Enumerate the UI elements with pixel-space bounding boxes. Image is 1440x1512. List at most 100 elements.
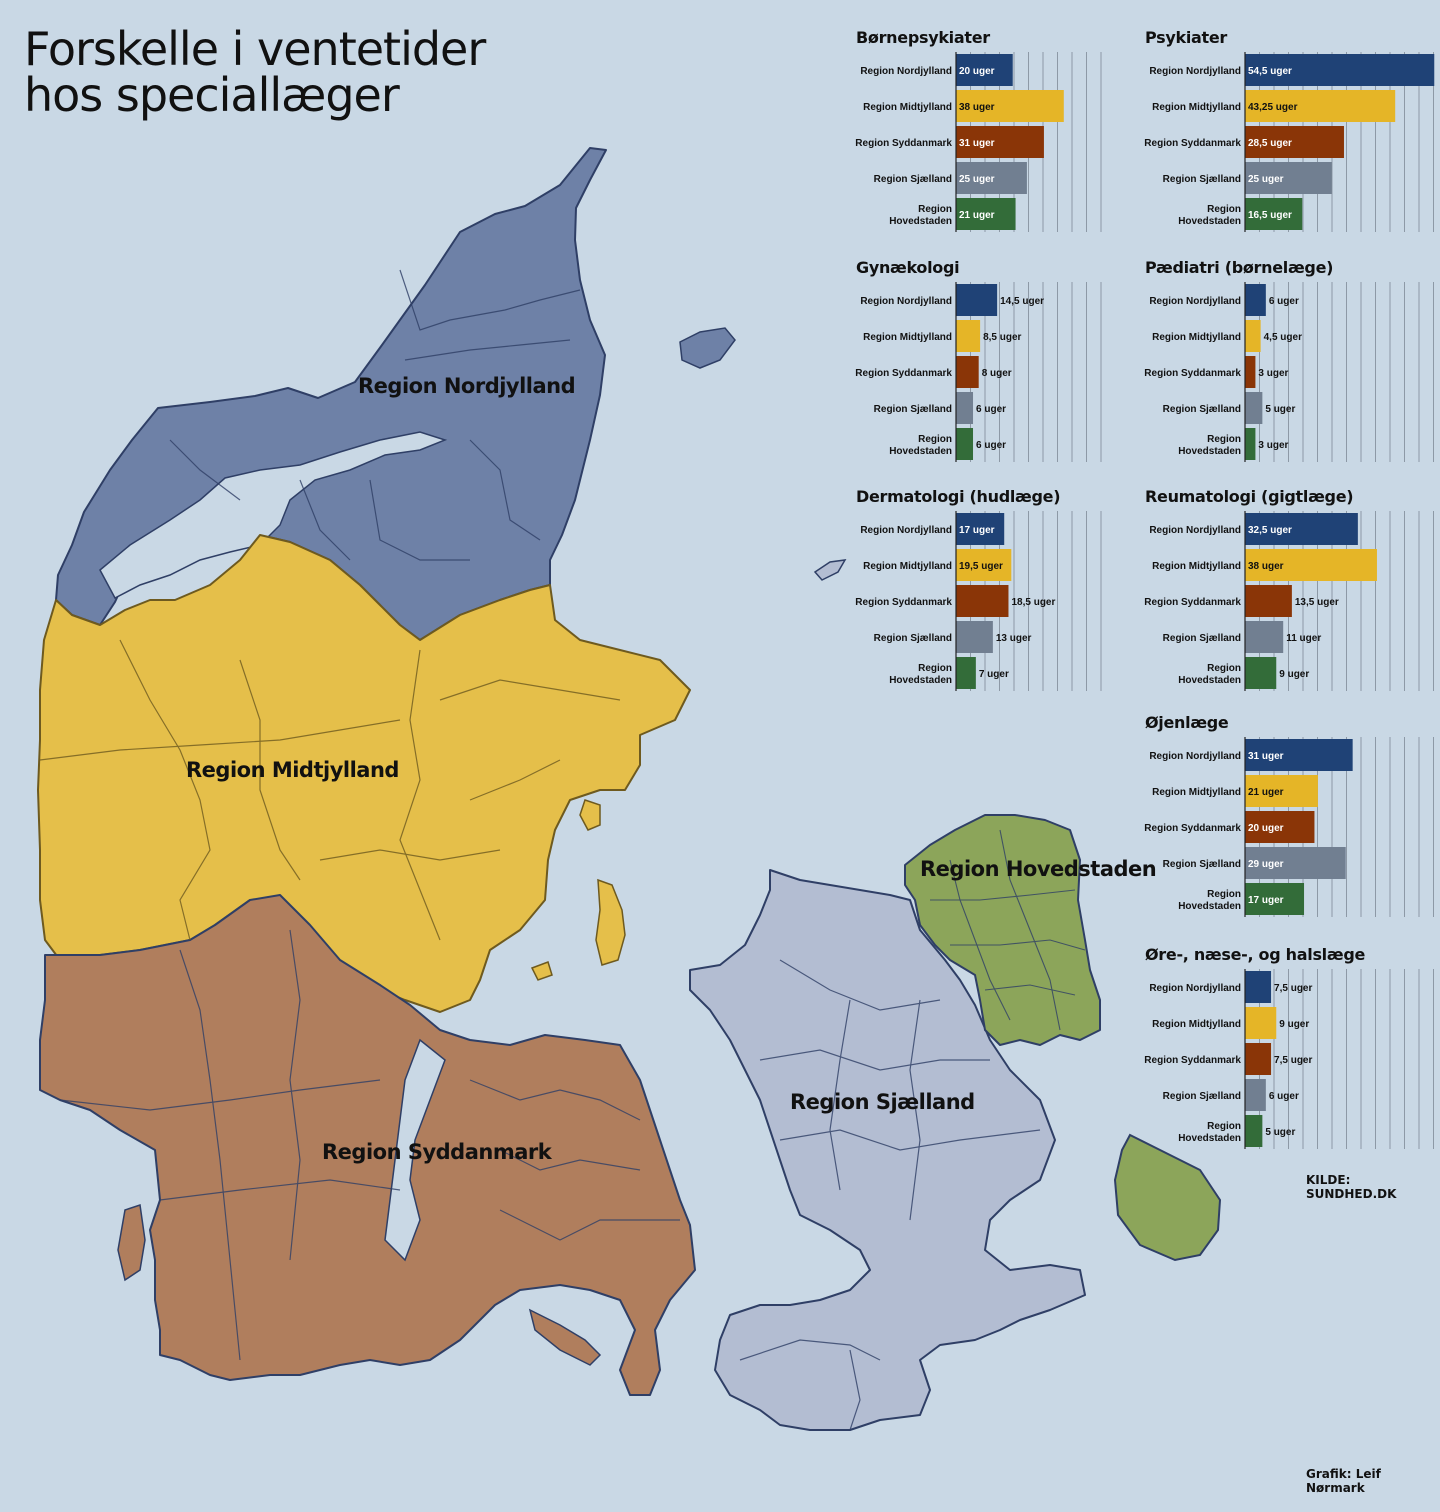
bar [1245,971,1272,1003]
map-region-syddanmark [39,894,696,1396]
bar-value-label: 8 uger [982,368,1012,379]
chart-svg: Region Nordjylland 14,5 uger Region Midtjy… [855,282,1102,462]
map-region-bornholm [1113,1133,1222,1262]
chart-title: Reumatologi (gigtlæge) [1145,487,1354,506]
chart-title: Pædiatri (børnelæge) [1145,258,1334,277]
bar [1245,90,1396,122]
category-label: Region Sjælland [874,633,952,644]
bar [956,126,1044,158]
bar-value-label: 21 uger [1248,787,1284,798]
chart-title: Psykiater [1145,28,1228,47]
bar [1245,428,1256,460]
category-label: Hovedstaden [889,216,952,227]
category-label: Region Midtjylland [863,332,952,343]
bar-value-label: 18,5 uger [1011,597,1055,608]
bar [1245,1115,1263,1147]
category-label: Region Sjælland [874,404,952,415]
category-label: Region Sjælland [1163,404,1241,415]
bar-value-label: 6 uger [976,404,1006,415]
bar [1245,284,1266,316]
bar [956,428,974,460]
bar-value-label: 11 uger [1286,633,1321,644]
bar-value-label: 25 uger [959,174,995,185]
bar [1245,1043,1272,1075]
map-label-midtjylland: Region Midtjylland [186,758,399,782]
bar [1245,392,1263,424]
chart-panel-paediatri: Pædiatri (børnelæge) Region Nordjylland 6… [1144,258,1440,468]
chart-panel-oere-naese-hals: Øre-, næse-, og halslæge Region Nordjyll… [1144,945,1440,1155]
chart-panel-psykiater: Psykiater Region Nordjylland 54,5 uger Reg… [1144,28,1440,238]
bar-value-label: 9 uger [1279,1019,1309,1030]
bar-value-label: 7,5 uger [1274,983,1312,994]
bar-value-label: 54,5 uger [1248,66,1292,77]
category-label: Region Sjælland [1163,859,1241,870]
category-label: Region Nordjylland [860,296,952,307]
chart-title: Øre-, næse-, og halslæge [1145,945,1366,964]
bar [1245,1079,1266,1111]
category-label: Region Nordjylland [1149,751,1241,762]
bar [1245,54,1435,86]
bar-value-label: 16,5 uger [1248,210,1292,221]
map-label-nordjylland: Region Nordjylland [358,374,576,398]
bar-value-label: 8,5 uger [983,332,1021,343]
category-label: Hovedstaden [889,675,952,686]
chart-svg: Region Nordjylland 32,5 uger Region Midtjy… [1144,511,1434,691]
category-label: Region Sjælland [1163,633,1241,644]
bar [1245,585,1292,617]
bar-value-label: 21 uger [959,210,995,221]
chart-title: Gynækologi [856,258,960,277]
category-label: Region [918,434,952,445]
bar-value-label: 29 uger [1248,859,1284,870]
category-label: Region Syddanmark [1144,823,1241,834]
category-label: Region Midtjylland [1152,561,1241,572]
category-label: Region Nordjylland [1149,525,1241,536]
map-label-hovedstaden: Region Hovedstaden [920,857,1157,881]
bar-value-label: 28,5 uger [1248,138,1292,149]
page-title: Forskelle i ventetider hos speciallæger [24,26,486,122]
bar-value-label: 31 uger [959,138,995,149]
bar [1245,775,1318,807]
category-label: Region Syddanmark [855,597,952,608]
category-label: Region [1207,204,1241,215]
bar-value-label: 7 uger [979,669,1009,680]
category-label: Hovedstaden [1178,446,1241,457]
chart-panel-reumatologi: Reumatologi (gigtlæge) Region Nordjyllan… [1144,487,1440,697]
bar-value-label: 7,5 uger [1274,1055,1312,1066]
bar [1245,739,1353,771]
category-label: Region Syddanmark [1144,138,1241,149]
chart-panel-ojenlaege: Øjenlæge Region Nordjylland 31 uger Region… [1144,713,1440,923]
category-label: Region Midtjylland [863,561,952,572]
bar [1245,198,1303,230]
chart-svg: Region Nordjylland 7,5 uger Region Midtjyl… [1144,969,1434,1149]
category-label: Region Nordjylland [860,525,952,536]
chart-title: Dermatologi (hudlæge) [856,487,1061,506]
bar [1245,126,1344,158]
bar-value-label: 6 uger [1269,296,1299,307]
bar [956,549,1012,581]
category-label: Region [1207,889,1241,900]
bar [1245,621,1284,653]
bar [1245,162,1332,194]
category-label: Region Sjælland [1163,174,1241,185]
category-label: Region Syddanmark [1144,597,1241,608]
bar [1245,549,1377,581]
bar [1245,1007,1277,1039]
category-label: Region Midtjylland [1152,332,1241,343]
category-label: Region Midtjylland [1152,787,1241,798]
bar-value-label: 38 uger [959,102,995,113]
bar-value-label: 20 uger [959,66,995,77]
category-label: Region Nordjylland [860,66,952,77]
title-line-2: hos speciallæger [24,68,400,122]
category-label: Region Nordjylland [1149,66,1241,77]
bar [1245,657,1277,689]
bar-value-label: 3 uger [1258,440,1288,451]
bar [956,657,976,689]
chart-svg: Region Nordjylland 20 uger Region Midtjyll… [855,52,1102,232]
category-label: Hovedstaden [1178,216,1241,227]
bar-value-label: 13,5 uger [1295,597,1339,608]
chart-svg: Region Nordjylland 17 uger Region Midtjyll… [855,511,1102,691]
bar [1245,847,1346,879]
bar-value-label: 9 uger [1279,669,1309,680]
bar-value-label: 6 uger [1269,1091,1299,1102]
